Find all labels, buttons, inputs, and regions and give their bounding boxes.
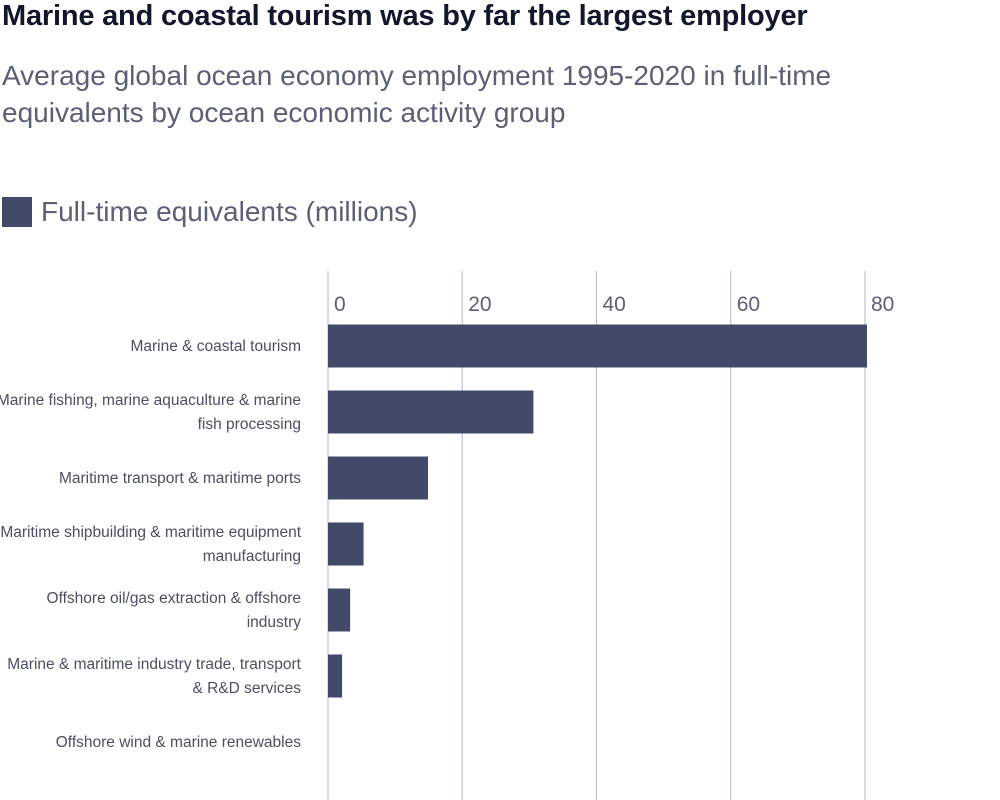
legend-swatch xyxy=(2,197,32,227)
legend-label: Full-time equivalents (millions) xyxy=(41,196,418,227)
category-label: Offshore oil/gas extraction & offshore xyxy=(47,590,301,607)
category-label: industry xyxy=(247,614,302,631)
category-label: Marine & maritime industry trade, transp… xyxy=(7,656,301,673)
x-tick-label: 20 xyxy=(468,293,491,316)
x-tick-label: 40 xyxy=(603,293,626,316)
bar xyxy=(328,456,429,500)
legend: Full-time equivalents (millions) xyxy=(2,196,418,228)
x-tick-label: 0 xyxy=(334,293,346,316)
x-tick-label: 60 xyxy=(737,293,760,316)
category-label: fish processing xyxy=(198,416,301,433)
category-label: Maritime transport & maritime ports xyxy=(59,470,301,487)
bar xyxy=(328,588,351,632)
category-label: Maritime shipbuilding & maritime equipme… xyxy=(0,524,301,541)
category-label: manufacturing xyxy=(203,548,301,565)
bar xyxy=(328,654,343,698)
bar xyxy=(328,390,534,434)
chart-subtitle: Average global ocean economy employment … xyxy=(2,60,832,128)
bar xyxy=(328,522,364,566)
category-label: Marine fishing, marine aquaculture & mar… xyxy=(0,392,301,409)
category-label: Offshore wind & marine renewables xyxy=(56,734,302,751)
category-label: & R&D services xyxy=(192,680,301,697)
category-label: Marine & coastal tourism xyxy=(130,338,301,355)
bar xyxy=(328,324,868,368)
chart-title: Marine and coastal tourism was by far th… xyxy=(2,0,808,32)
x-tick-label: 80 xyxy=(871,293,894,316)
